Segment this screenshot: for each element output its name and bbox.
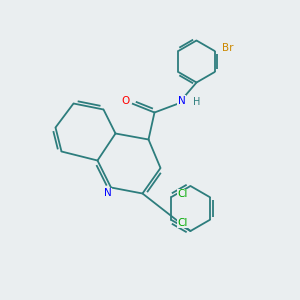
Text: Cl: Cl xyxy=(178,189,188,199)
Text: N: N xyxy=(104,188,112,199)
Text: N: N xyxy=(178,95,185,106)
Text: Cl: Cl xyxy=(178,218,188,228)
Text: O: O xyxy=(122,95,130,106)
Text: H: H xyxy=(193,97,200,107)
Text: Br: Br xyxy=(222,43,234,53)
